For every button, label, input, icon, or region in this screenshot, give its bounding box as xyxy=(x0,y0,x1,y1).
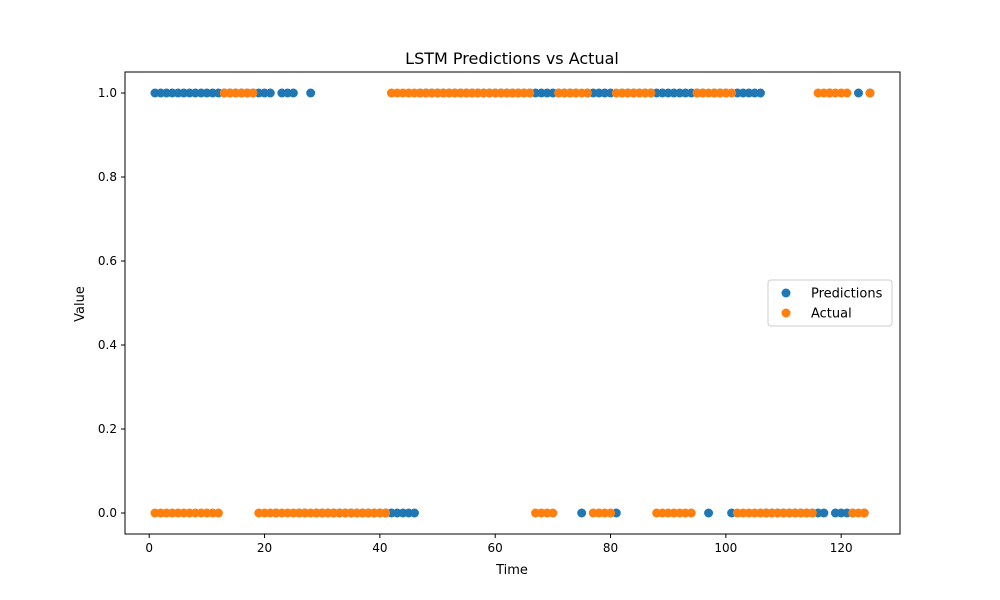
data-point xyxy=(213,508,223,518)
series-actual xyxy=(150,88,875,518)
data-point xyxy=(288,88,298,98)
y-tick-label: 1.0 xyxy=(98,86,117,100)
data-point xyxy=(409,508,419,518)
y-axis-label: Value xyxy=(73,286,88,322)
x-tick-label: 100 xyxy=(714,541,737,555)
y-tick-label: 0.8 xyxy=(98,170,117,184)
legend-label: Actual xyxy=(811,307,852,322)
data-point xyxy=(381,508,391,518)
legend-label: Predictions xyxy=(811,287,883,302)
data-point xyxy=(686,508,696,518)
chart-title: LSTM Predictions vs Actual xyxy=(405,49,619,68)
y-tick-label: 0.2 xyxy=(98,422,117,436)
data-point xyxy=(306,88,316,98)
data-point xyxy=(548,508,558,518)
data-point xyxy=(819,508,829,518)
data-point xyxy=(606,508,616,518)
legend-box xyxy=(767,279,893,327)
data-point xyxy=(865,88,875,98)
x-tick-label: 20 xyxy=(257,541,272,555)
x-tick-label: 120 xyxy=(830,541,853,555)
data-point xyxy=(859,508,869,518)
plot-frame xyxy=(124,71,901,535)
data-point xyxy=(265,88,275,98)
data-point xyxy=(582,88,592,98)
x-tick-label: 0 xyxy=(145,541,153,555)
data-point xyxy=(807,508,817,518)
data-point xyxy=(727,88,737,98)
series-predictions xyxy=(150,88,875,518)
y-tick-label: 0.0 xyxy=(98,506,117,520)
x-axis-label: Time xyxy=(495,563,528,578)
legend-marker xyxy=(781,308,791,318)
data-point xyxy=(853,88,863,98)
y-tick-label: 0.6 xyxy=(98,254,117,268)
data-point xyxy=(755,88,765,98)
plot-area xyxy=(150,88,875,518)
y-tick-label: 0.4 xyxy=(98,338,117,352)
x-tick-label: 60 xyxy=(488,541,503,555)
data-point xyxy=(577,508,587,518)
legend-marker xyxy=(781,288,791,298)
data-point xyxy=(704,508,714,518)
data-point xyxy=(646,88,656,98)
x-tick-label: 40 xyxy=(372,541,387,555)
x-tick-label: 80 xyxy=(603,541,618,555)
axes: 0 20 40 60 80 100 120 0.0 0.2 0.4 0.6 0.8 1.0 xyxy=(98,71,901,555)
data-point xyxy=(842,88,852,98)
legend: Predictions Actual xyxy=(767,279,893,327)
data-point xyxy=(525,88,535,98)
data-point xyxy=(248,88,258,98)
